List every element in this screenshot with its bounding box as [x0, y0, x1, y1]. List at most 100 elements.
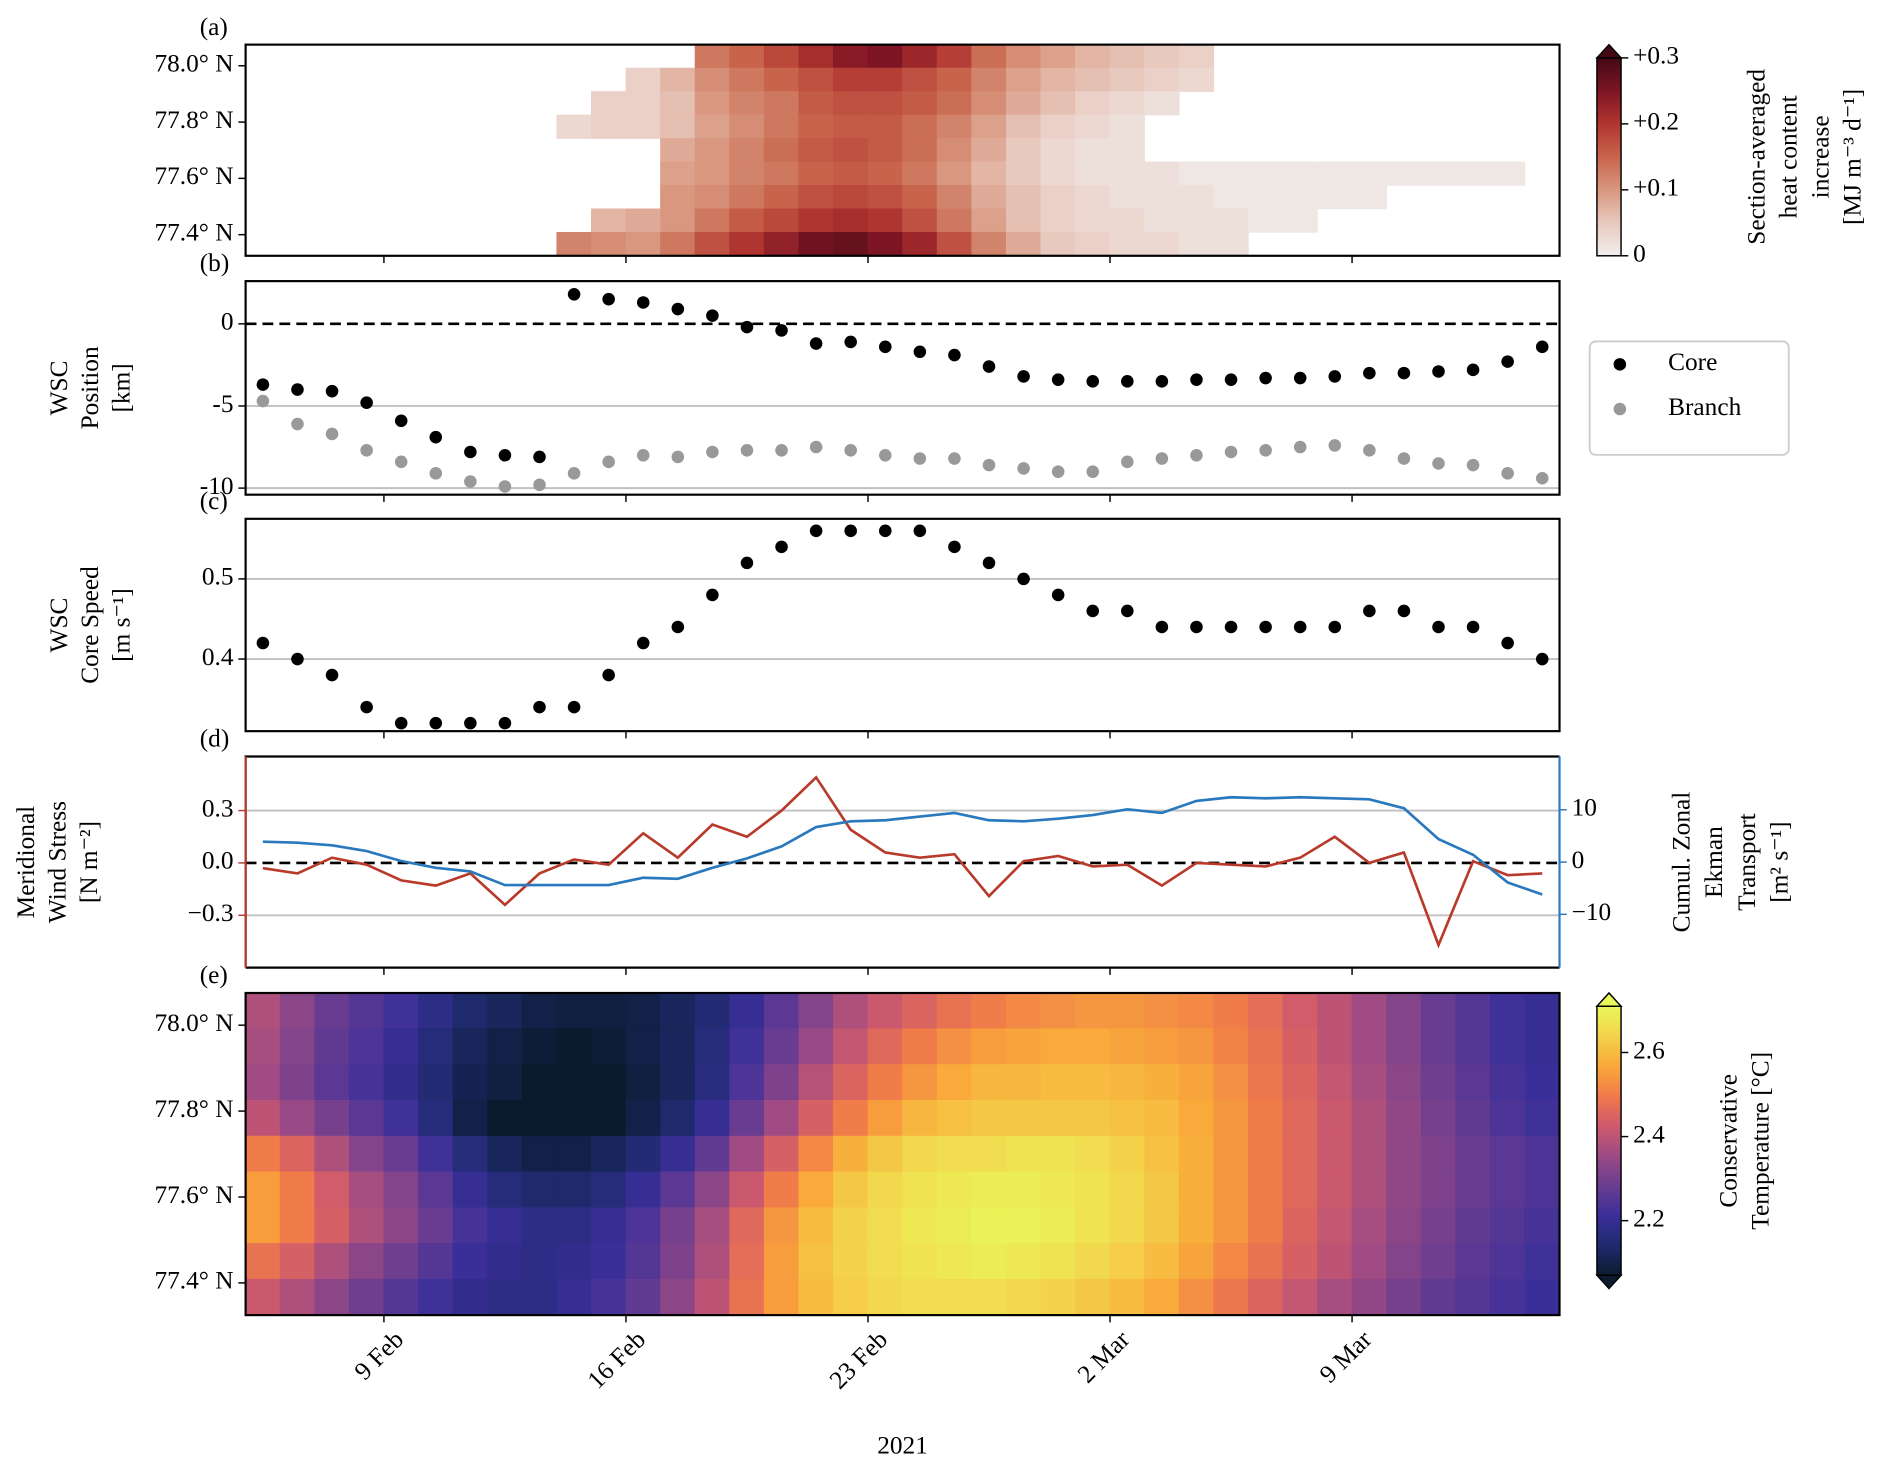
heatmap-cell [1040, 1171, 1076, 1209]
heatmap-cell [1109, 185, 1145, 210]
scatter-point [533, 700, 546, 714]
heatmap-cell [1247, 1207, 1284, 1244]
heatmap-cell [694, 138, 731, 163]
heatmap-cell [1213, 992, 1249, 1030]
y2-tick-label: 10 [1572, 794, 1597, 822]
heatmap-cell [1455, 1064, 1491, 1101]
heatmap-cell [452, 1064, 489, 1101]
heatmap-cell [625, 208, 661, 233]
scatter-point [982, 556, 996, 570]
heatmap-cell [798, 44, 834, 69]
heatmap-cell [1040, 44, 1076, 69]
scatter-point [775, 540, 788, 554]
heatmap-cell [798, 1064, 834, 1101]
heatmap-cell [867, 185, 903, 210]
scatter-point [809, 440, 823, 454]
heatmap-cell [452, 1028, 489, 1065]
heatmap-cell [452, 992, 489, 1030]
y-tick-label: 0.4 [202, 643, 234, 671]
heatmap-cell [1386, 1207, 1422, 1244]
heatmap-cell [660, 231, 696, 257]
heatmap-cell [1040, 138, 1076, 163]
scatter-point [1328, 620, 1342, 634]
heatmap-cell [1040, 1278, 1076, 1316]
scatter-point [1293, 371, 1307, 385]
heatmap-cell [1109, 138, 1145, 163]
heatmap-cell [729, 1028, 765, 1065]
y-axis-label: WSC [45, 360, 73, 415]
heatmap-cell [1005, 67, 1042, 92]
scatter-point [256, 378, 270, 391]
heatmap-cell [452, 1243, 489, 1280]
heatmap-cell [867, 1099, 903, 1137]
line-series [262, 795, 1543, 896]
legend-label: Branch [1668, 393, 1741, 421]
heatmap-cell [383, 1099, 419, 1137]
scatter-point [671, 620, 685, 634]
scatter-point [1190, 620, 1203, 634]
heatmap-cell [487, 1064, 523, 1101]
heatmap-cell [1005, 161, 1042, 186]
heatmap-cell [625, 992, 661, 1030]
heatmap-cell [971, 1028, 1007, 1065]
heatmap-cell [1178, 231, 1215, 257]
heatmap-cell [556, 1207, 592, 1244]
heatmap-cell [936, 91, 973, 116]
heatmap-cell [1420, 1135, 1457, 1173]
heatmap-cell [1317, 161, 1353, 186]
heatmap-cell [1386, 1243, 1422, 1280]
heatmap-cell [729, 231, 765, 257]
heatmap-cell [798, 67, 834, 92]
heatmap-cell [763, 208, 800, 233]
y-axis-label: Position [76, 346, 104, 429]
heatmap-cell [625, 1028, 661, 1065]
colorbar-label: heat content [1774, 95, 1802, 218]
heatmap-cell [348, 1099, 385, 1137]
y2-axis-label: [m² s⁻¹] [1765, 821, 1793, 902]
heatmap-cell [1317, 1028, 1353, 1065]
y-tick-label: 0.0 [202, 847, 234, 875]
heatmap-cell [1420, 1028, 1457, 1065]
heatmap-cell [971, 231, 1007, 257]
scatter-point [671, 450, 685, 464]
heatmap-cell [1109, 44, 1145, 69]
heatmap-cell [1178, 1243, 1215, 1280]
heatmap-cell [1247, 1099, 1284, 1137]
heatmap-cell [1386, 992, 1422, 1030]
heatmap-cell [867, 1171, 903, 1209]
heatmap-cell [694, 1243, 731, 1280]
scatter-point [1259, 620, 1272, 634]
scatter-point [1397, 366, 1411, 380]
heatmap-cell [763, 1207, 800, 1244]
heatmap-cell [867, 1135, 903, 1173]
heatmap-cell [936, 1207, 973, 1244]
scatter-point [1363, 444, 1376, 457]
heatmap-cell [1490, 1278, 1526, 1316]
scatter-point [706, 588, 719, 602]
heatmap-cell [867, 91, 903, 116]
heatmap-cell [936, 1135, 973, 1173]
heatmap-cell [971, 91, 1007, 116]
scatter-point [1535, 471, 1549, 485]
scatter-point [360, 396, 373, 409]
heatmap-cell [591, 1171, 627, 1209]
heatmap-cell [1005, 1028, 1042, 1065]
heatmap-cell [660, 91, 696, 116]
y-tick-label: -10 [200, 472, 234, 500]
scatter-point [1397, 604, 1411, 618]
heatmap-cell [1282, 185, 1318, 210]
heatmap-cell [798, 114, 834, 139]
heatmap-cell [1005, 1135, 1042, 1173]
heatmap-cell [1524, 1243, 1560, 1280]
heatmap-cell [1040, 185, 1076, 210]
panel-label: (d) [200, 725, 230, 753]
legend-marker [1613, 402, 1627, 416]
heatmap-cell [487, 1207, 523, 1244]
scatter-point [775, 324, 788, 337]
heatmap-cell [1040, 1064, 1076, 1101]
heatmap-cell [902, 1064, 938, 1101]
y-tick-label: 0.3 [202, 794, 234, 822]
heatmap-cell [1455, 1028, 1491, 1065]
heatmap-cell [1144, 91, 1180, 116]
heatmap-cell [556, 231, 592, 257]
